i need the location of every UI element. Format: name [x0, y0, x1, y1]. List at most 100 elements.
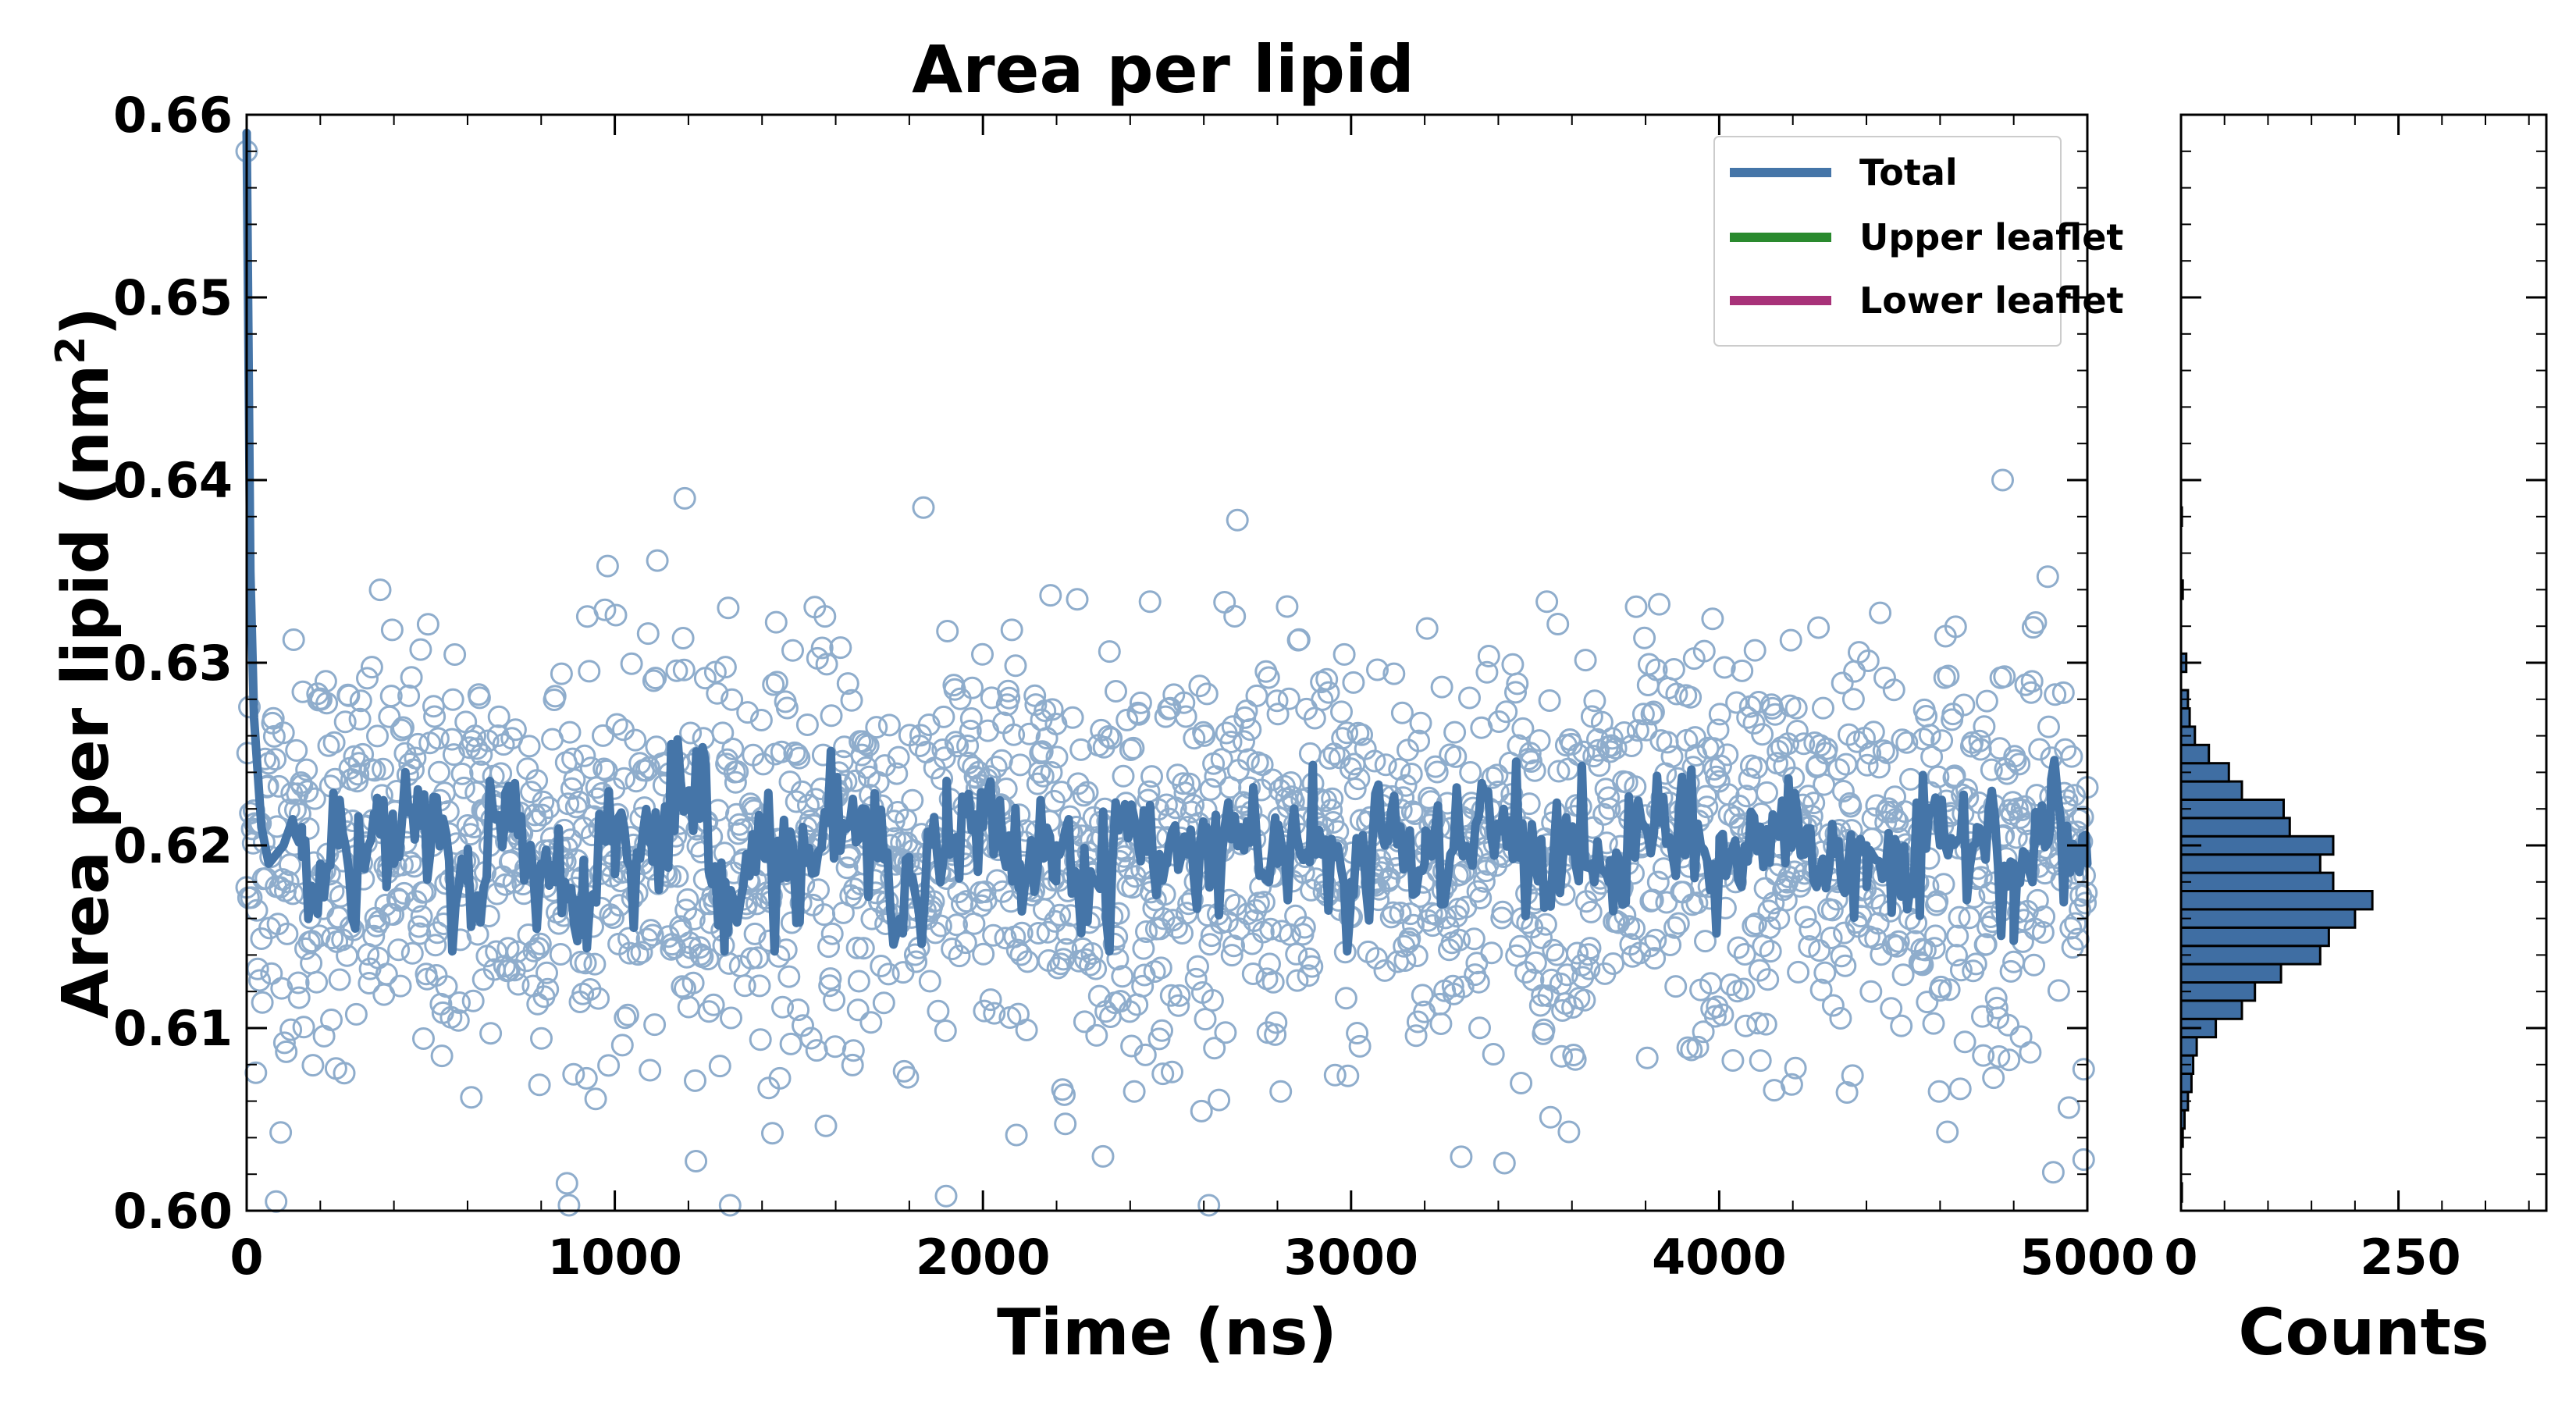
scatter-point [1342, 671, 1365, 694]
scatter-point [948, 945, 971, 968]
scatter-point [610, 1034, 634, 1057]
histogram-bar [2179, 799, 2285, 820]
line-layer [242, 128, 2092, 956]
scatter-point [1667, 912, 1690, 935]
scatter-point [1861, 807, 1884, 831]
scatter-point [733, 974, 756, 998]
scatter-point [1161, 1060, 1183, 1083]
scatter-point [448, 991, 471, 1014]
scatter-point [1079, 953, 1101, 977]
scatter-point [2072, 1058, 2095, 1081]
scatter-point [1827, 758, 1850, 781]
x-tick-label: 2000 [916, 1229, 1051, 1286]
scatter-point [945, 913, 968, 937]
scatter-point [1193, 724, 1216, 747]
scatter-point [1458, 686, 1481, 710]
scatter-point [1623, 917, 1646, 941]
scatter-point [671, 627, 695, 649]
scatter-point [679, 721, 703, 745]
scatter-point [994, 927, 1017, 950]
scatter-point [1998, 1048, 2021, 1072]
scatter-point [1779, 628, 1802, 652]
scatter-point [721, 738, 745, 760]
histogram-bar [2179, 945, 2322, 966]
scatter-point [1506, 672, 1529, 696]
scatter-point [1922, 1012, 1945, 1035]
scatter-point [1320, 799, 1343, 822]
scatter-point [1685, 891, 1709, 915]
scatter-point [1856, 649, 1880, 672]
scatter-point [1918, 724, 1941, 747]
scatter-point [1097, 725, 1120, 748]
scatter-point [1943, 764, 1966, 788]
scatter-point [1782, 766, 1806, 789]
scatter-point [1866, 912, 1890, 935]
scatter-point [1132, 937, 1155, 960]
scatter-point [1841, 1064, 1864, 1087]
scatter-point [360, 656, 383, 679]
scatter-point [932, 705, 955, 728]
x-axis-label: Time (ns) [997, 1296, 1337, 1370]
scatter-point [2013, 795, 2037, 818]
scatter-point [1890, 1014, 1913, 1037]
scatter-point [642, 669, 665, 692]
scatter-point [1597, 786, 1621, 809]
histogram-bars [2179, 506, 2374, 1203]
scatter-point [1197, 1194, 1221, 1217]
scatter-point [1588, 754, 1611, 777]
legend-box [1713, 136, 2062, 347]
scatter-point [1974, 933, 1998, 956]
scatter-point [1869, 601, 1892, 624]
scatter-point [568, 790, 591, 813]
y-axis-label-superscript: 2 [48, 336, 94, 365]
scatter-point [1713, 656, 1736, 679]
scatter-point [1706, 718, 1730, 742]
scatter-point [1720, 973, 1742, 996]
scatter-point [1105, 680, 1127, 703]
y-axis-label-main: Area per lipid (nm [49, 365, 123, 1019]
scatter-point [2004, 749, 2027, 772]
scatter-point [1285, 942, 1308, 966]
scatter-point [322, 731, 346, 754]
scatter-point [970, 894, 993, 917]
scatter-point [1923, 924, 1947, 948]
scatter-point [1480, 941, 1503, 965]
scatter-point [1948, 906, 1971, 929]
scatter-point [762, 673, 785, 696]
scatter-point [531, 803, 554, 827]
scatter-point [931, 738, 955, 761]
scatter-point [450, 762, 474, 785]
scatter-point [1679, 685, 1703, 709]
scatter-point [240, 886, 263, 909]
scatter-point [346, 770, 369, 793]
scatter-point [409, 638, 432, 661]
scatter-point [929, 914, 952, 938]
scatter-point [749, 1028, 772, 1051]
scatter-point [817, 935, 840, 959]
scatter-point [2036, 565, 2059, 589]
scatter-point [1133, 1043, 1157, 1066]
scatter-point [885, 762, 909, 785]
scatter-point [494, 873, 517, 896]
scatter-point [643, 1013, 667, 1037]
scatter-point [1787, 960, 1810, 984]
scatter-point [2020, 670, 2044, 693]
scatter-point [797, 794, 820, 817]
scatter-point [1523, 759, 1546, 782]
scatter-point [248, 969, 271, 992]
scatter-point [1547, 760, 1571, 783]
scatter-point [1198, 933, 1222, 956]
scatter-point [1508, 934, 1532, 958]
scatter-point [1701, 607, 1724, 631]
scatter-point [788, 746, 811, 770]
scatter-point [1172, 691, 1196, 714]
scatter-point [2054, 738, 2077, 761]
scatter-point [1421, 914, 1444, 938]
scatter-point [528, 932, 552, 955]
scatter-point [635, 759, 658, 782]
scatter-point [295, 758, 318, 781]
scatter-point [272, 721, 295, 745]
y-tick-label: 0.66 [113, 87, 233, 144]
scatter-point [1315, 667, 1339, 691]
scatter-point [1812, 696, 1834, 720]
